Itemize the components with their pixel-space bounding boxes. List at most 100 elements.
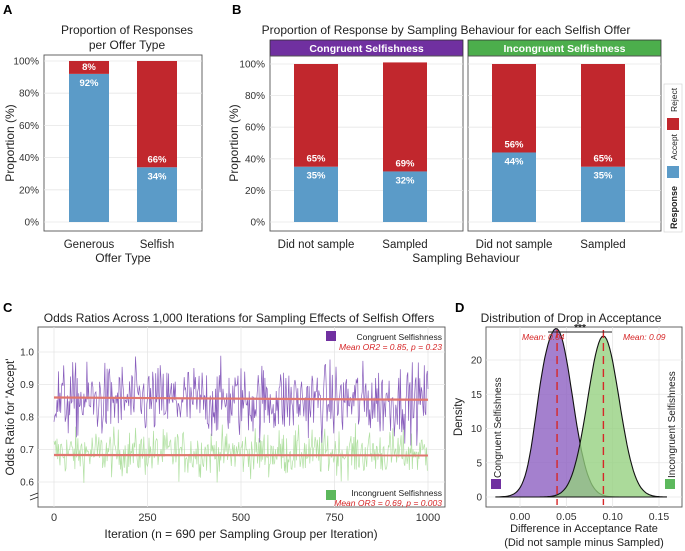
congruent-trend-line [53, 396, 429, 401]
panel-b-bar-accept-label: 35% [306, 171, 326, 182]
panel-b-bar-accept [492, 152, 536, 222]
panel-b-bar-reject [581, 64, 625, 167]
panel-d-ylabel: Density [453, 398, 465, 437]
panel-b-bar-reject-label: 56% [504, 139, 524, 150]
legend-label-accept: Accept [669, 133, 679, 160]
incongruent-series-label: Incongruent Selfishness [667, 371, 678, 478]
panel-a-bar-reject-label: 8% [82, 62, 96, 73]
panel-b-ytick: 20% [245, 186, 265, 197]
panel-c-ytick: 0.6 [20, 478, 34, 489]
panel-a-xtick: Selfish [140, 239, 175, 251]
panel-b-bar-accept [383, 171, 427, 222]
panel-d-ytick: 0 [476, 493, 482, 504]
panel-a-ytick: 60% [19, 121, 39, 132]
panel-d-title: Distribution of Drop in Acceptance [481, 311, 662, 325]
legend-swatch-accept [667, 166, 679, 178]
panel-b-bar-accept-label: 32% [395, 175, 415, 186]
panel-a-title-line2: per Offer Type [89, 38, 166, 52]
panel-c-ytick: 0.8 [20, 413, 34, 424]
incongruent-mean-label: Mean: 0.09 [623, 332, 666, 342]
panel-b-bar-reject [294, 64, 338, 167]
panel-c-xtick: 250 [138, 512, 156, 524]
panel-c-ytick: 1.0 [20, 348, 34, 359]
facet-frame-incongruent [467, 55, 662, 232]
congruent-legend-swatch [326, 331, 336, 341]
axis-break-mark [29, 492, 39, 501]
panel-a-ytick: 80% [19, 89, 39, 100]
panel-d-ytick: 20 [471, 356, 483, 367]
panel-d-xtick: 0.10 [602, 511, 623, 523]
panel-c-xtick: 0 [51, 512, 57, 524]
incongruent-mean-annotation: Mean OR3 = 0.69, p = 0.003 [334, 498, 442, 508]
panel-b-xtick: Did not sample [278, 239, 355, 251]
panel-b-xlabel: Sampling Behaviour [412, 251, 519, 265]
panel-d-xlabel-line1: Difference in Acceptance Rate [510, 523, 658, 535]
panel-b-xtick: Sampled [580, 239, 625, 251]
panel-label-c: C [3, 300, 13, 315]
panel-a-xlabel: Offer Type [95, 251, 151, 265]
panel-c-xlabel: Iteration (n = 690 per Sampling Group pe… [104, 527, 377, 541]
facet-frame-congruent [269, 55, 464, 232]
panel-c-ytick: 0.9 [20, 380, 34, 391]
panel-b-bar-reject [492, 64, 536, 153]
panel-d-xtick: 0.15 [649, 511, 670, 523]
significance-stars: *** [574, 323, 586, 334]
incongruent-series-swatch [665, 479, 675, 489]
legend-label-reject: Reject [669, 87, 679, 112]
incongruent-legend-label: Incongruent Selfishness [351, 488, 442, 498]
panel-d-ytick: 10 [471, 424, 483, 435]
congruent-series-swatch [491, 479, 501, 489]
panel-d-xlabel-line2: (Did not sample minus Sampled) [504, 537, 664, 549]
panel-c-xtick: 500 [232, 512, 250, 524]
panel-b-ytick: 40% [245, 154, 265, 165]
panel-a-bar-reject [69, 61, 109, 74]
panel-a-xtick: Generous [64, 239, 115, 251]
panel-b-bar-accept [294, 166, 338, 222]
panel-d-frame [485, 326, 683, 508]
panel-b-bar-reject [383, 62, 427, 172]
congruent-series-label: Congruent Selfishness [493, 377, 504, 478]
panel-b-chart: Proportion of Response by Sampling Behav… [227, 23, 683, 265]
panel-d-ytick: 15 [471, 390, 483, 401]
congruent-mean-label: Mean: 0.04 [522, 332, 565, 342]
panel-d-ytick: 5 [476, 458, 482, 469]
panel-label-a: A [3, 2, 13, 17]
panel-b-bar-accept [581, 166, 625, 222]
panel-a-frame [43, 54, 203, 232]
panel-c-xtick: 1000 [416, 512, 440, 524]
panel-a-ytick: 20% [19, 185, 39, 196]
panel-a-ytick: 100% [13, 57, 39, 68]
panel-b-ytick: 80% [245, 91, 265, 102]
panel-a-ytick: 40% [19, 153, 39, 164]
panel-b-bar-reject-label: 69% [395, 158, 415, 169]
panel-b-ytick: 60% [245, 123, 265, 134]
panel-a-bar-accept-label: 92% [79, 78, 99, 89]
panel-a-ytick: 0% [25, 218, 40, 229]
panel-c-title: Odds Ratios Across 1,000 Iterations for … [44, 311, 434, 325]
panel-a-title-line1: Proportion of Responses [61, 23, 193, 37]
panel-d-xtick: 0.00 [510, 511, 531, 523]
panel-b-xtick: Sampled [382, 239, 427, 251]
panel-label-b: B [232, 2, 241, 17]
legend-title: Response [669, 186, 679, 229]
panel-a-bar-accept [137, 167, 177, 222]
panel-a-bar-reject [137, 61, 177, 168]
panel-label-d: D [455, 300, 464, 315]
panel-d-chart: Distribution of Drop in Acceptance 0 5 10 1… [453, 311, 683, 549]
panel-b-bar-reject-label: 65% [306, 154, 326, 165]
panel-b-bar-reject-label: 65% [593, 154, 613, 165]
panel-c-ytick: 0.7 [20, 445, 34, 456]
panel-b-ylabel: Proportion (%) [227, 104, 241, 181]
panel-d-xtick: 0.05 [556, 511, 577, 523]
panel-b-bar-accept-label: 44% [504, 156, 524, 167]
facet-strip-incongruent-label: Incongruent Selfishness [504, 43, 626, 55]
panel-a-chart: Proportion of Responses per Offer Type 0… [3, 23, 203, 265]
panel-b-xtick: Did not sample [476, 239, 553, 251]
panel-b-title: Proportion of Response by Sampling Behav… [262, 23, 631, 37]
panel-c-xtick: 750 [325, 512, 343, 524]
panel-a-bar-accept-label: 34% [147, 171, 167, 182]
panel-b-bar-accept-label: 35% [593, 171, 613, 182]
congruent-mean-annotation: Mean OR2 = 0.85, p = 0.23 [339, 342, 442, 352]
facet-strip-congruent-label: Congruent Selfishness [309, 43, 424, 55]
